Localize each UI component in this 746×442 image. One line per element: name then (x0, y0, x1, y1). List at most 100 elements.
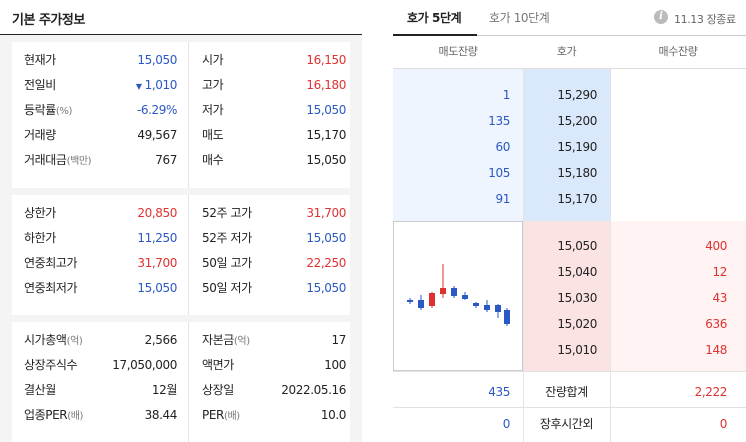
stat-label: 50일 고가 (202, 256, 252, 270)
tab-orderbook-10[interactable]: 호가 10단계 (489, 11, 550, 25)
total-bid-qty: 2,222 (694, 385, 728, 399)
stat-label: 매도 (202, 128, 224, 142)
tab-orderbook-5[interactable]: 호가 5단계 (407, 11, 462, 25)
stat-row: 연중최고가 31,700 50일 고가 22,250 (12, 251, 350, 276)
stat-value: 15,050 (306, 281, 346, 295)
market-status-text: 11.13 장종료 (674, 13, 736, 26)
candle-body (473, 303, 479, 306)
stats-column-divider (188, 322, 189, 442)
candle-body (495, 305, 501, 312)
ask-qty: 60 (495, 140, 511, 154)
stat-row: 시가총액(억) 2,566 자본금(억) 17 (12, 328, 350, 353)
stat-label: 52주 고가 (202, 206, 252, 220)
stat-value: 31,700 (306, 206, 346, 220)
ask-price: 15,190 (557, 140, 597, 154)
ask-price-area (523, 69, 610, 221)
ask-qty: 135 (488, 114, 510, 128)
stat-value: 2022.05.16 (281, 383, 346, 397)
stat-label: 등락률(%) (24, 103, 73, 117)
stat-label: 자본금(억) (202, 333, 250, 347)
stat-label: 거래량 (24, 128, 56, 142)
stat-label: 연중최고가 (24, 256, 78, 270)
stat-label: 시가 (202, 53, 224, 67)
stat-row: 등락률(%) -6.29% 저가 15,050 (12, 98, 350, 123)
stat-label: 현재가 (24, 53, 56, 67)
active-tab-indicator (393, 34, 477, 36)
bid-qty: 43 (712, 291, 728, 305)
stat-label: 시가총액(억) (24, 333, 83, 347)
stat-label: 52주 저가 (202, 231, 252, 245)
stat-row: 전일비 ▼ 1,010 고가 16,180 (12, 73, 350, 98)
total-label: 잔량합계 (545, 385, 588, 399)
stat-value: 15,050 (306, 231, 346, 245)
ask-qty-area (393, 69, 523, 221)
stat-value: 11,250 (137, 231, 177, 245)
summary-divider-top (393, 371, 746, 372)
total-ask-qty: 435 (488, 385, 510, 399)
bid-price: 15,010 (557, 343, 597, 357)
tab-divider (393, 35, 746, 36)
stats-section-3: 시가총액(억) 2,566 자본금(억) 17 상장주식수 17,050,000 액면가 10… (12, 322, 350, 442)
summary-divider-mid (393, 407, 746, 408)
stat-value: 15,050 (137, 53, 177, 67)
bid-price: 15,020 (557, 317, 597, 331)
bid-price: 15,050 (557, 239, 597, 253)
bid-qty: 400 (705, 239, 727, 253)
panel-title: 기본 주가정보 (12, 13, 85, 28)
summary-col-divider-left (523, 372, 524, 442)
down-arrow-icon: ▼ (135, 82, 142, 91)
bid-qty-area (610, 221, 746, 371)
stat-value: 16,180 (306, 78, 346, 92)
stat-label: 거래대금(백만) (24, 153, 92, 167)
candle-body (418, 300, 424, 308)
stat-value: 20,850 (137, 206, 177, 220)
bid-price: 15,040 (557, 265, 597, 279)
header-price: 호가 (556, 45, 577, 58)
stat-label: 액면가 (202, 358, 234, 372)
stat-value: 15,050 (306, 153, 346, 167)
stat-label: 상한가 (24, 206, 56, 220)
mini-candlestick-chart (393, 221, 523, 371)
stat-row: 상한가 20,850 52주 고가 31,700 (12, 201, 350, 226)
candle-body (451, 288, 457, 296)
stat-label: 전일비 (24, 78, 56, 92)
ask-price: 15,290 (557, 88, 597, 102)
stat-label: 50일 저가 (202, 281, 252, 295)
stat-value: 2,566 (144, 333, 178, 347)
candle-body (484, 305, 490, 310)
candle-body (407, 300, 413, 302)
candle-body (504, 310, 510, 324)
col-divider-right (610, 69, 611, 371)
stat-value: 767 (155, 153, 177, 167)
stats-column-divider (188, 42, 189, 188)
stat-value: 17,050,000 (112, 358, 177, 372)
stats-column-divider (188, 195, 189, 315)
col-divider-left (523, 69, 524, 371)
after-hours-label: 장후시간외 (539, 417, 594, 431)
stat-row: 거래대금(백만) 767 매수 15,050 (12, 148, 350, 173)
stat-value: 16,150 (306, 53, 346, 67)
stat-row: 하한가 11,250 52주 저가 15,050 (12, 226, 350, 251)
stat-label: 연중최저가 (24, 281, 78, 295)
summary-col-divider-right (610, 372, 611, 442)
title-divider (0, 34, 362, 35)
info-icon[interactable]: i (654, 10, 668, 24)
stat-label: 저가 (202, 103, 224, 117)
bid-qty: 12 (712, 265, 728, 279)
ask-price: 15,180 (557, 166, 597, 180)
stat-label: 고가 (202, 78, 224, 92)
ask-price: 15,170 (557, 192, 597, 206)
candle-body (462, 295, 468, 299)
header-bid-qty: 매수잔량 (658, 45, 698, 58)
stat-value: 49,567 (137, 128, 177, 142)
stat-value: 10.0 (320, 408, 347, 422)
stat-row: 현재가 15,050 시가 16,150 (12, 48, 350, 73)
stat-label: 하한가 (24, 231, 56, 245)
stat-row: 업종PER(배) 38.44 PER(배) 10.0 (12, 403, 350, 428)
stat-label: 결산월 (24, 383, 56, 397)
stat-value: ▼ 1,010 (135, 78, 178, 92)
stat-value: 22,250 (306, 256, 346, 270)
header-divider (393, 68, 746, 69)
header-ask-qty: 매도잔량 (438, 45, 478, 58)
stat-row: 상장주식수 17,050,000 액면가 100 (12, 353, 350, 378)
